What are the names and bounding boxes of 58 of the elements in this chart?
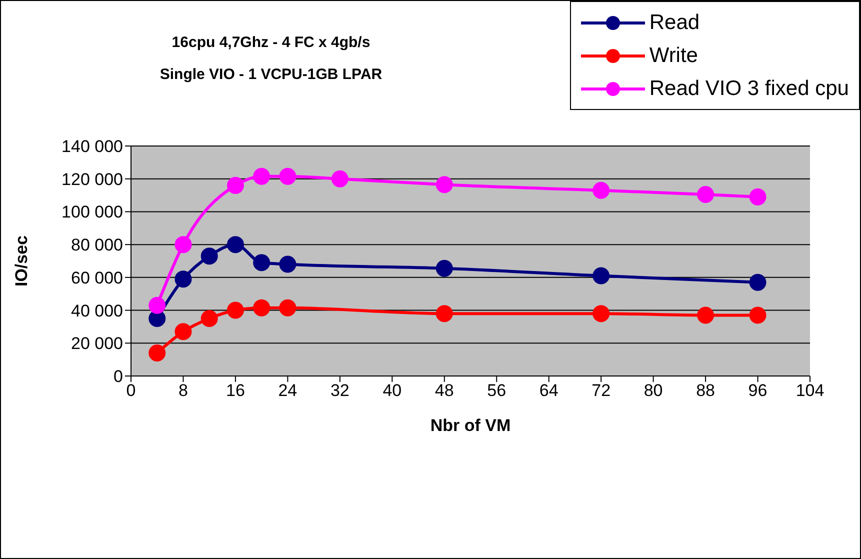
point [174,323,192,340]
x-tick-label: 80 [644,381,663,400]
x-axis-title: Nbr of VM [430,416,511,435]
point [592,267,610,284]
y-tick-label: 20 000 [71,334,123,354]
point [200,248,218,265]
y-tick-label: 0 [114,367,123,386]
point [226,236,244,254]
x-tick-label: 56 [487,381,506,400]
chart-title: 16cpu 4,7Ghz - 4 FC x 4gb/s [170,33,372,53]
point [436,260,453,277]
x-tick-label: 72 [592,381,611,400]
y-tick-label: 80 000 [71,236,123,255]
y-tick-label: 120 000 [62,170,123,189]
point [749,188,766,206]
y-tick-label: 60 000 [71,268,123,288]
x-tick-label: 64 [539,381,558,400]
x-tick-label: 104 [796,381,824,400]
x-tick-label: 96 [748,381,768,400]
point [749,306,766,324]
point [174,236,192,254]
legend-label: Write [649,44,698,68]
point [592,305,610,322]
y-tick-label: 40 000 [71,301,123,320]
point [331,170,348,188]
point [148,296,166,314]
legend-label: Read VIO 3 fixed cpu [649,76,849,100]
x-tick-label: 88 [696,381,715,400]
point [592,182,610,199]
point [697,186,714,203]
x-tick-label: 32 [330,381,350,400]
point [174,270,192,288]
point [697,306,714,324]
point [279,168,296,185]
point [749,274,766,291]
legend-label: Read [649,10,700,34]
point [148,344,166,362]
x-tick-label: 0 [126,381,136,400]
x-tick-label: 24 [278,381,298,400]
point [226,302,244,319]
point [279,256,296,273]
point [279,299,296,316]
y-tick-label: 140 000 [62,137,123,156]
point [148,310,166,327]
x-tick-label: 48 [434,381,454,400]
point [253,168,270,185]
y-axis-title: IO/sec [12,235,32,287]
point [436,305,453,322]
point [253,299,270,316]
x-tick-label: 16 [226,381,245,400]
chart-subtitle: Single VIO - 1 VCPU-1GB LPAR [158,65,384,85]
point [226,176,244,194]
x-tick-label: 8 [178,381,188,400]
x-tick-label: 40 [382,381,402,400]
point [200,310,218,327]
y-tick-label: 100 000 [62,202,123,222]
point [436,176,453,194]
point [253,254,270,272]
